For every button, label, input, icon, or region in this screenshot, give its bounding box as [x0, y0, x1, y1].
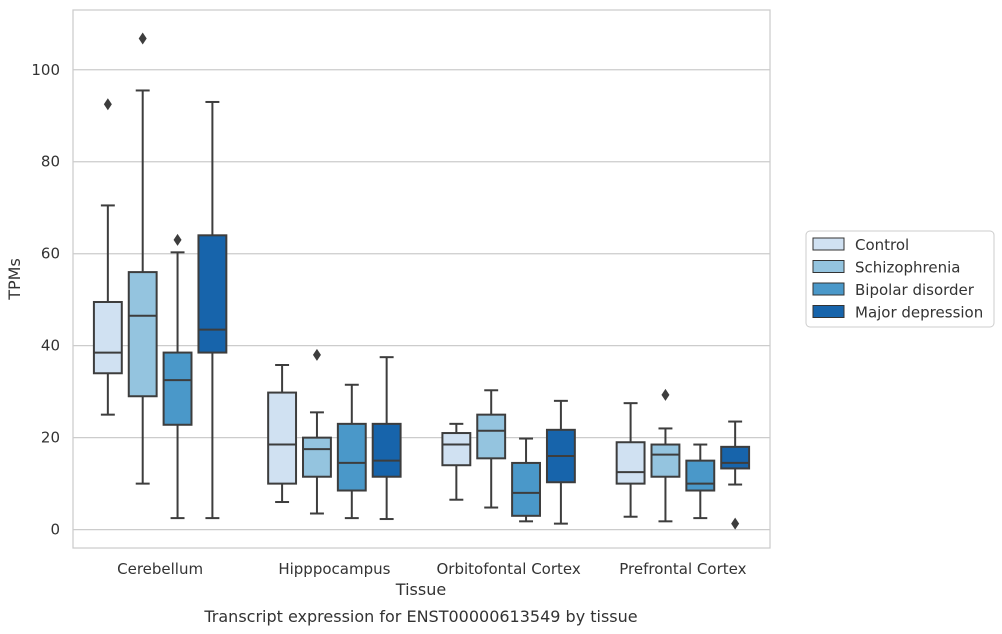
box-iqr — [650, 443, 681, 478]
box-iqr — [127, 271, 158, 398]
box-iqr — [615, 441, 646, 485]
legend-label: Major depression — [855, 304, 983, 322]
box-iqr — [371, 422, 402, 478]
box-schizophrenia-hipppocampus — [302, 348, 332, 515]
y-tick-label: 0 — [50, 521, 60, 539]
outlier-point — [731, 517, 740, 530]
legend-swatch — [812, 282, 845, 296]
legend-swatch — [812, 237, 845, 251]
legend-swatch — [812, 260, 845, 273]
box-bipolar-disorder-orbitofontal-cortex — [511, 437, 541, 523]
legend-label: Schizophrenia — [855, 259, 960, 277]
box-bipolar-disorder-cerebellum — [162, 233, 193, 520]
outlier-point — [103, 98, 112, 111]
y-tick-label: 100 — [31, 61, 60, 79]
legend: Control Schizophrenia Bipolar disorder Majo… — [805, 230, 995, 328]
box-iqr — [302, 436, 332, 478]
x-axis-label: Tissue — [395, 580, 446, 599]
y-tick-label: 80 — [41, 153, 60, 171]
box-iqr — [267, 391, 298, 485]
y-axis-label: TPMs — [5, 258, 24, 301]
outlier-point — [173, 233, 182, 246]
y-tick-label: 40 — [41, 337, 60, 355]
plot-area-frame — [72, 9, 771, 549]
legend-frame — [805, 230, 995, 328]
box-iqr — [476, 413, 507, 460]
box-iqr — [720, 445, 751, 470]
x-tick-label: Orbitofontal Cortex — [437, 560, 581, 578]
box-major-depression-prefrontal-cortex — [720, 420, 751, 530]
x-tick-label: Cerebellum — [117, 560, 203, 578]
box-iqr — [197, 234, 228, 354]
legend-label: Bipolar disorder — [855, 281, 975, 299]
legend-swatch — [812, 305, 845, 318]
gridlines — [73, 69, 770, 531]
legend-label: Control — [855, 236, 909, 254]
outlier-point — [138, 32, 147, 45]
x-tick-label: Hipppocampus — [278, 560, 390, 578]
box-control-cerebellum — [92, 98, 123, 416]
y-axis-ticks: 0 20 40 60 80 100 — [31, 61, 60, 539]
box-major-depression-orbitofontal-cortex — [545, 399, 576, 525]
chart-caption: Transcript expression for ENST0000061354… — [203, 607, 637, 626]
y-tick-label: 60 — [41, 245, 60, 263]
box-control-hipppocampus — [267, 363, 298, 504]
outlier-point — [312, 348, 321, 361]
box-bipolar-disorder-prefrontal-cortex — [685, 443, 716, 520]
box-iqr — [162, 351, 193, 426]
box-schizophrenia-cerebellum — [127, 32, 158, 485]
y-tick-label: 20 — [41, 429, 60, 447]
box-iqr — [511, 461, 541, 517]
box-major-depression-hipppocampus — [371, 356, 402, 521]
x-tick-label: Prefrontal Cortex — [619, 560, 746, 578]
box-plot-marks — [92, 32, 751, 530]
box-schizophrenia-prefrontal-cortex — [650, 388, 681, 523]
box-schizophrenia-orbitofontal-cortex — [476, 389, 507, 509]
box-iqr — [92, 300, 123, 375]
box-iqr — [441, 432, 472, 467]
box-iqr — [336, 422, 367, 492]
box-iqr — [685, 459, 716, 492]
outlier-point — [661, 388, 670, 401]
box-bipolar-disorder-hipppocampus — [336, 383, 367, 520]
box-control-orbitofontal-cortex — [441, 422, 472, 501]
x-axis-ticks: Cerebellum Hipppocampus Orbitofontal Corte… — [117, 560, 746, 578]
box-major-depression-cerebellum — [197, 100, 228, 520]
box-control-prefrontal-cortex — [615, 402, 646, 518]
